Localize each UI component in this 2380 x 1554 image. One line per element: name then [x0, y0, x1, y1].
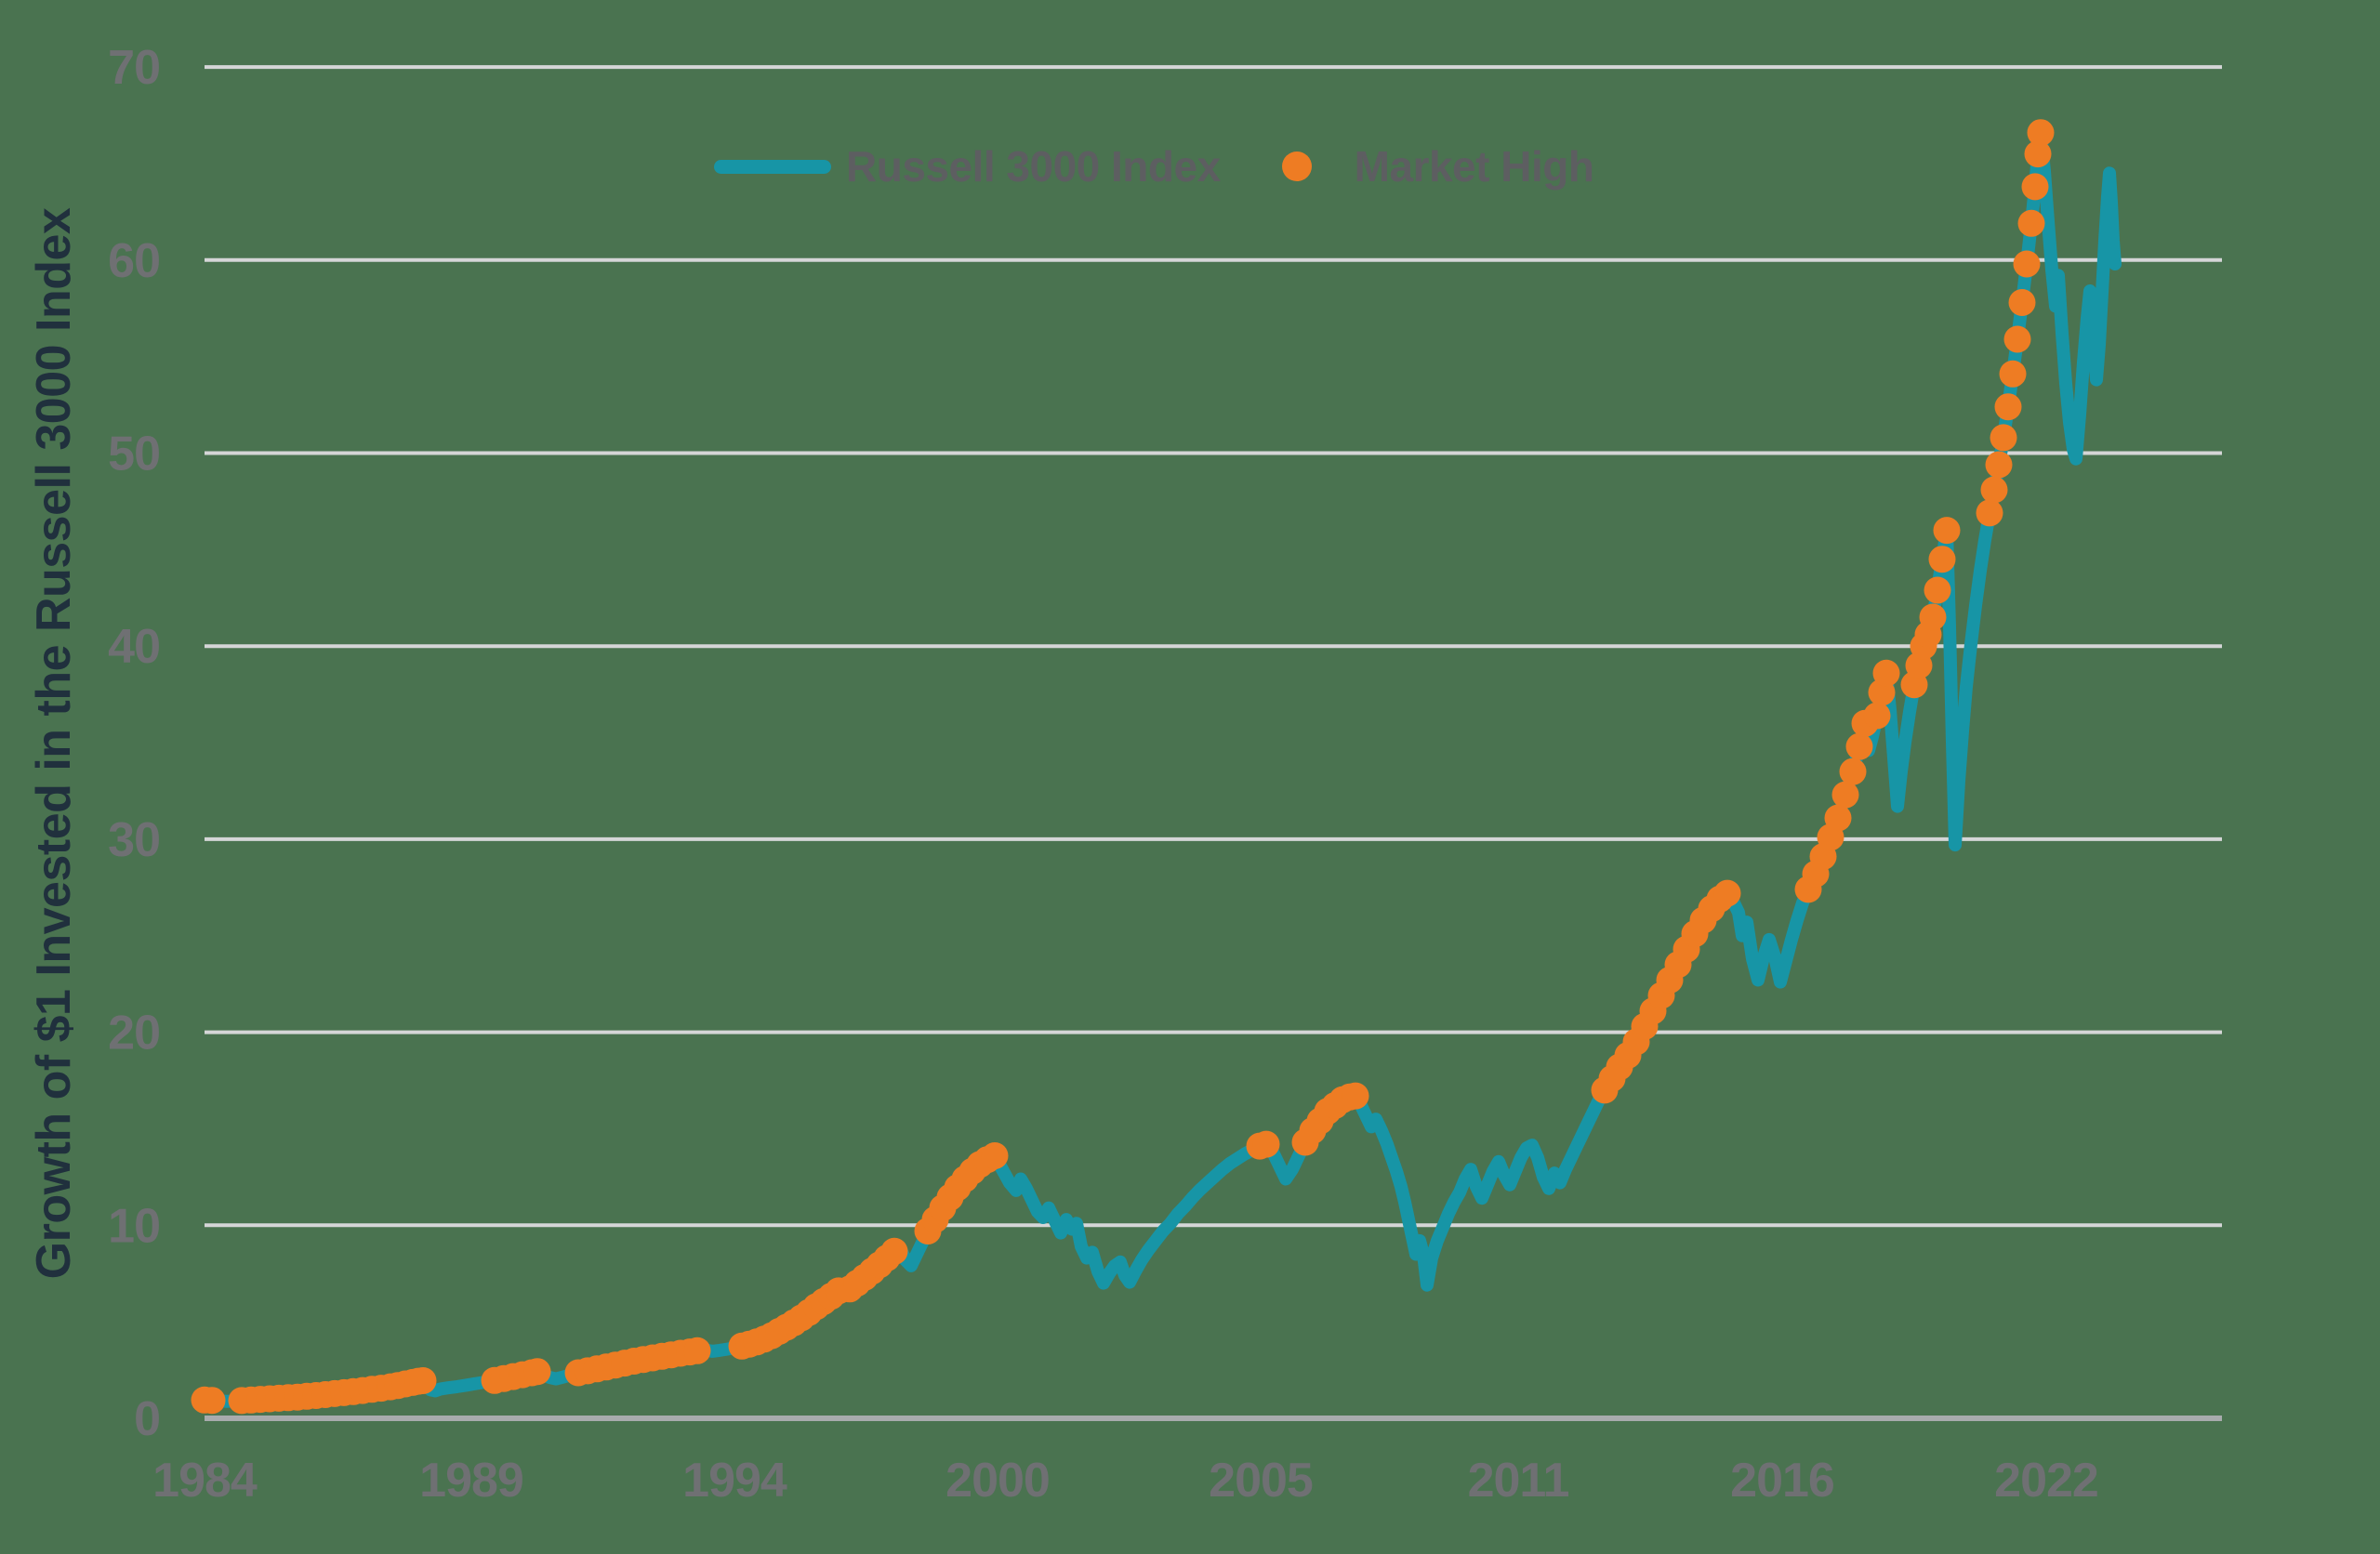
market-high-marker: [1831, 781, 1859, 809]
legend-label-market-high: Market High: [1354, 142, 1594, 191]
market-high-marker: [1990, 424, 2017, 452]
x-tick-label-2005: 2005: [1209, 1454, 1313, 1508]
market-high-marker: [2003, 325, 2031, 353]
y-tick-label-50: 50: [108, 428, 160, 481]
legend: Russell 3000 Index Market High: [714, 139, 1594, 193]
y-tick-label-0: 0: [134, 1392, 160, 1446]
y-tick-label-60: 60: [108, 234, 160, 288]
y-tick-label-70: 70: [108, 41, 160, 95]
market-high-marker: [1342, 1082, 1369, 1110]
x-tick-label-1989: 1989: [419, 1454, 523, 1508]
y-tick-label-30: 30: [108, 813, 160, 867]
market-high-marker: [1713, 879, 1741, 907]
market-high-marker: [1924, 576, 1951, 604]
market-high-marker: [1845, 732, 1873, 760]
russell-3000-index-line: [198, 125, 2122, 1408]
market-high-marker: [1976, 499, 2003, 527]
market-high-marker: [2024, 140, 2052, 168]
market-high-marker: [2008, 289, 2036, 316]
market-high-marker: [2021, 173, 2049, 201]
legend-label-russell-3000-index: Russell 3000 Index: [846, 142, 1221, 191]
x-tick-label-2022: 2022: [1994, 1454, 2098, 1508]
market-high-marker: [1994, 393, 2022, 421]
market-high-marker: [1863, 702, 1891, 730]
market-high-marker: [981, 1142, 1009, 1169]
market-high-marker: [880, 1237, 908, 1265]
y-axis-title: Growth of $1 Invested in the Russell 300…: [27, 207, 81, 1280]
y-tick-label-20: 20: [108, 1007, 160, 1060]
market-high-marker: [1839, 757, 1867, 785]
y-tick-label-10: 10: [108, 1199, 160, 1253]
market-high-marker: [198, 1387, 226, 1415]
market-high-marker: [1872, 659, 1900, 687]
x-tick-label-1984: 1984: [152, 1454, 258, 1508]
market-high-marker: [1919, 603, 1947, 631]
market-high-marker: [1933, 517, 1961, 545]
market-high-marker: [2027, 119, 2055, 147]
market-high-marker: [2017, 209, 2045, 237]
market-high-marker: [1252, 1130, 1280, 1158]
x-tick-label-1994: 1994: [682, 1454, 787, 1508]
market-high-marker: [1928, 546, 1956, 573]
x-tick-label-2011: 2011: [1468, 1454, 1569, 1508]
market-high-marker: [523, 1358, 551, 1386]
market-high-marker: [1980, 476, 2008, 504]
market-high-marker: [1999, 360, 2027, 388]
market-high-marker: [1824, 804, 1852, 832]
x-tick-label-2016: 2016: [1730, 1454, 1834, 1508]
legend-line-swatch: [714, 159, 831, 174]
market-high-marker: [409, 1367, 437, 1394]
market-high-marker: [683, 1337, 711, 1364]
y-tick-label-40: 40: [108, 620, 160, 674]
market-high-marker: [1985, 451, 2013, 479]
market-high-marker: [2013, 250, 2041, 278]
x-tick-label-2000: 2000: [945, 1454, 1050, 1508]
legend-dot-swatch: [1281, 151, 1312, 181]
